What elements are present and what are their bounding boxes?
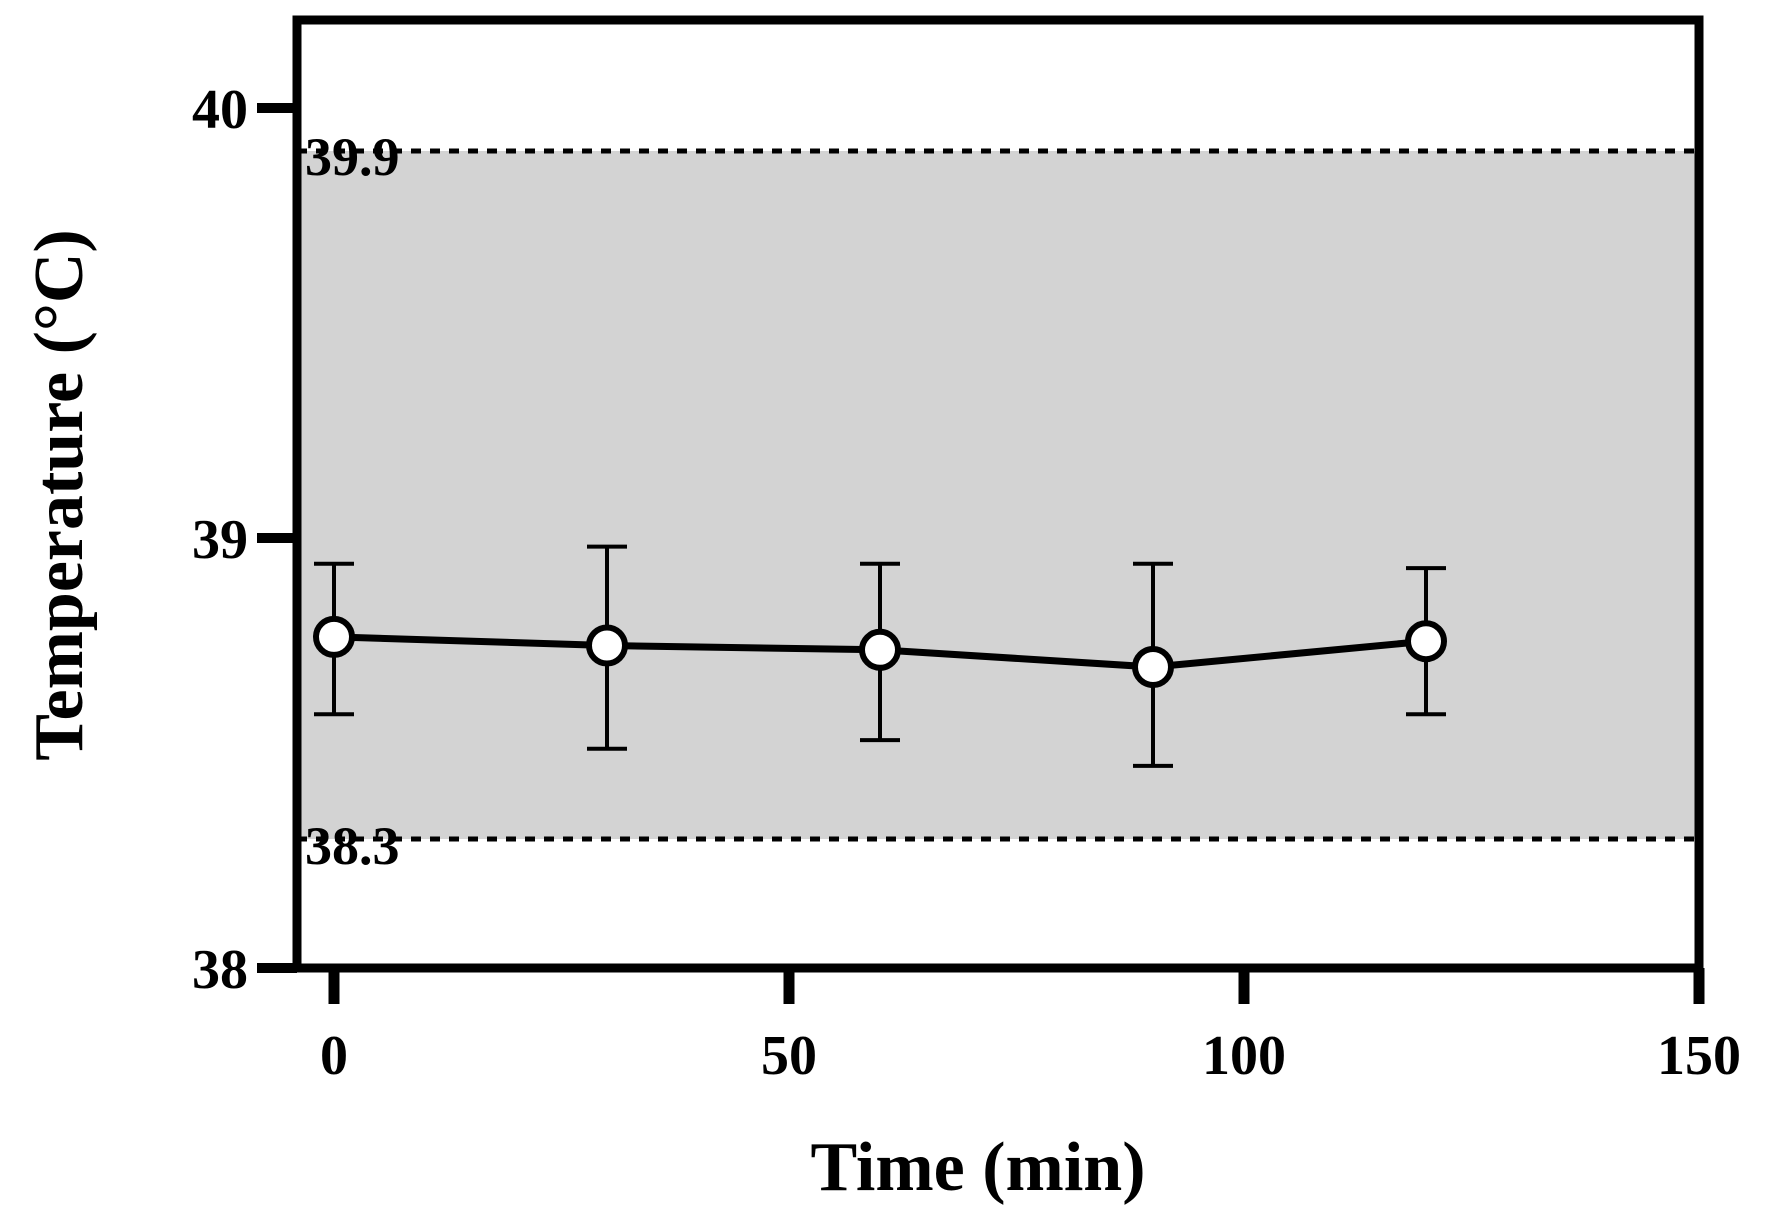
reference-label-high: 39.9 <box>305 127 400 187</box>
y-tick-label: 39 <box>192 509 248 571</box>
reference-band <box>297 151 1699 839</box>
x-axis-title: Time (min) <box>810 1129 1145 1206</box>
y-axis-title: Temperature (°C) <box>21 229 98 761</box>
data-point <box>313 615 355 658</box>
y-axis: 38 39 40 <box>192 79 297 1001</box>
plot-frame <box>292 15 1704 973</box>
y-tick-label: 38 <box>192 939 248 1001</box>
data-point <box>859 628 901 671</box>
x-tick-label: 0 <box>320 1025 348 1087</box>
data-point <box>1405 620 1447 663</box>
x-axis: 0 50 100 150 <box>320 968 1741 1087</box>
x-tick-label: 100 <box>1202 1025 1286 1087</box>
data-point <box>586 624 628 667</box>
x-tick-label: 150 <box>1657 1025 1741 1087</box>
series-layer <box>313 544 1447 768</box>
x-tick-label: 50 <box>761 1025 817 1087</box>
reference-label-low: 38.3 <box>305 816 400 876</box>
data-point <box>1132 646 1174 688</box>
y-tick-label: 40 <box>192 79 248 141</box>
